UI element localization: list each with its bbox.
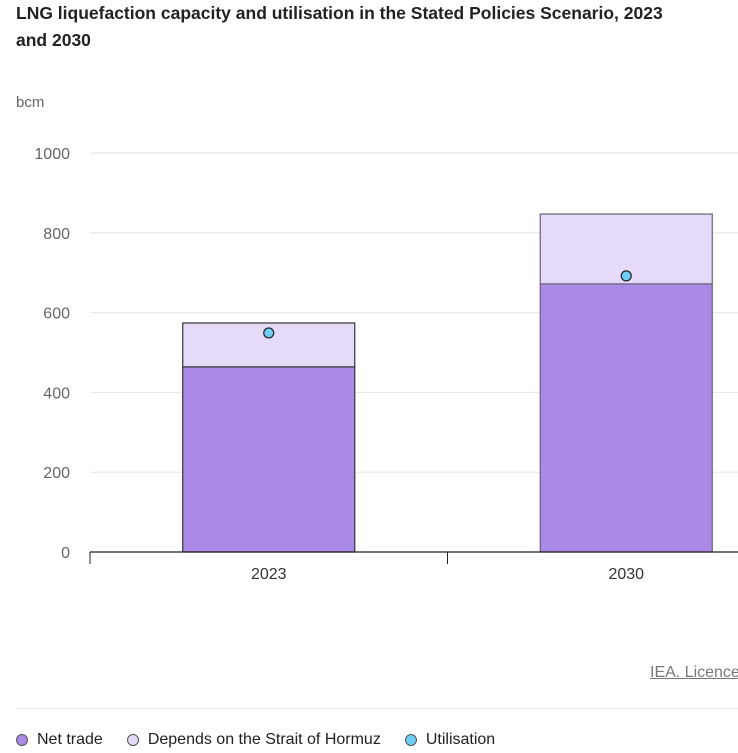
x-tick-label: 2023 <box>251 566 287 583</box>
legend-marker-icon <box>16 734 28 746</box>
y-tick-label: 1000 <box>34 146 70 163</box>
chart-title: LNG liquefaction capacity and utilisatio… <box>16 3 663 50</box>
y-tick-label: 400 <box>43 385 70 402</box>
chart: 0 200 400 600 800 1000 2023 2030 <box>34 146 738 583</box>
legend-label: Net trade <box>37 731 103 748</box>
licence-link[interactable]: IEA. Licence <box>650 664 738 681</box>
utilisation-point <box>263 327 275 339</box>
y-axis-unit: bcm <box>16 94 45 111</box>
divider <box>16 708 738 709</box>
utilisation-point <box>620 270 632 282</box>
y-tick-label: 0 <box>61 545 70 562</box>
y-tick-label: 800 <box>43 226 70 243</box>
y-tick-label: 600 <box>43 306 70 323</box>
legend-label: Depends on the Strait of Hormuz <box>147 731 381 748</box>
bar-net-trade <box>182 366 356 553</box>
legend: Net trade Depends on the Strait of Hormuz… <box>16 731 495 749</box>
legend-item[interactable]: Depends on the Strait of Hormuz <box>126 731 381 749</box>
legend-item[interactable]: Net trade <box>16 731 103 749</box>
legend-label: Utilisation <box>425 731 496 748</box>
y-tick-label: 200 <box>43 465 70 482</box>
legend-item[interactable]: Utilisation <box>404 731 496 749</box>
legend-marker-icon <box>404 734 417 746</box>
x-tick-label: 2030 <box>608 566 644 583</box>
bar-net-trade <box>539 283 713 553</box>
legend-marker-icon <box>126 734 139 746</box>
